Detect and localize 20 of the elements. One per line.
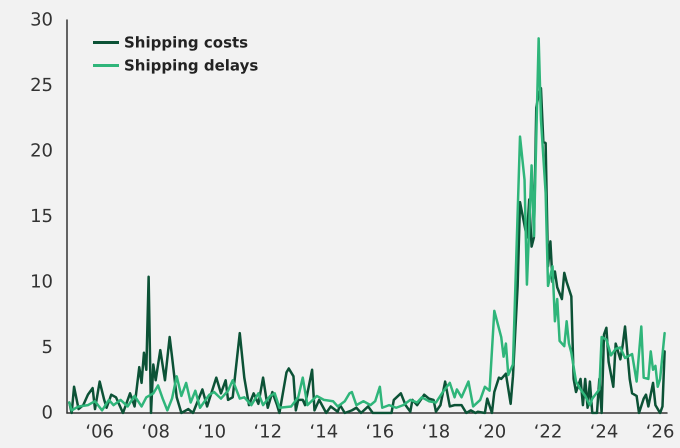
y-tick-label: 30 xyxy=(30,10,53,30)
x-tick-label: ‘22 xyxy=(534,422,562,442)
x-tick-label: ‘24 xyxy=(590,422,618,442)
y-tick-label: 15 xyxy=(30,206,53,227)
y-tick-label: 0 xyxy=(42,402,53,424)
y-tick-label: 25 xyxy=(30,75,53,96)
x-tick-label: ‘26 xyxy=(646,422,674,442)
x-tick-label: ‘18 xyxy=(422,422,450,442)
x-tick-label: ‘16 xyxy=(366,422,394,442)
y-tick-label: 5 xyxy=(42,337,53,358)
y-tick-label: 20 xyxy=(30,140,53,162)
x-tick-label: ‘12 xyxy=(253,422,282,442)
legend-label: Shipping costs xyxy=(124,34,248,52)
x-tick-label: ‘08 xyxy=(141,422,170,442)
x-tick-label: ‘06 xyxy=(85,422,114,442)
legend-label: Shipping delays xyxy=(124,56,258,74)
x-tick-label: ‘14 xyxy=(310,422,338,442)
y-tick-label: 10 xyxy=(30,272,53,292)
x-tick-label: ‘10 xyxy=(197,422,226,442)
x-tick-label: ‘20 xyxy=(478,422,506,442)
